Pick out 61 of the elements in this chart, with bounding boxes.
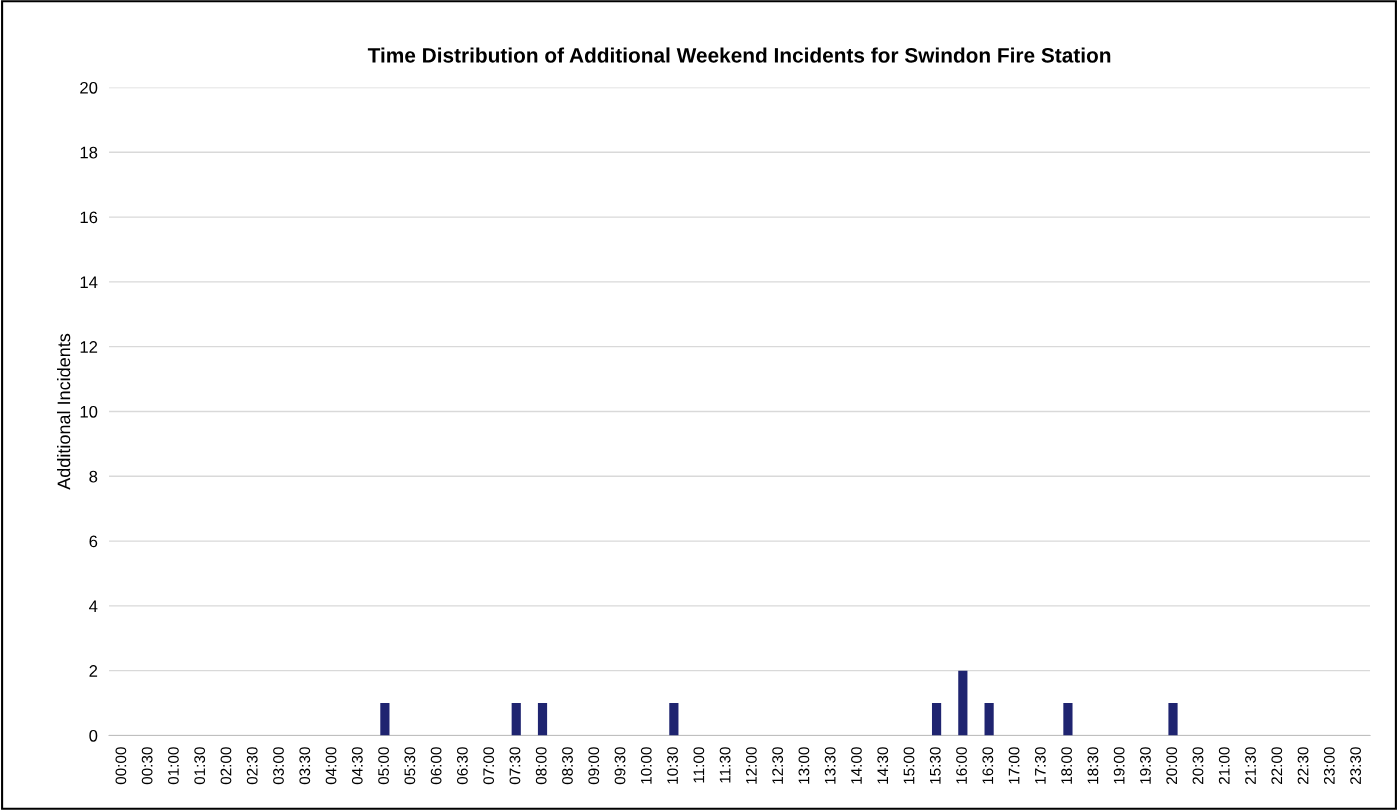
x-tick-label: 15:30 xyxy=(929,747,941,784)
x-tick-label: 09:00 xyxy=(588,747,600,785)
x-tick-label: 03:00 xyxy=(273,747,284,785)
x-tick-label: 14:00 xyxy=(851,747,862,784)
x-tick-label: 00:30 xyxy=(141,747,153,785)
y-axis-title: Additional Incidents xyxy=(57,333,71,490)
x-tick-label: 12:00 xyxy=(745,747,757,784)
y-tick-label: 6 xyxy=(89,535,98,548)
x-tick-label: 04:00 xyxy=(325,747,337,785)
chart-title: Time Distribution of Additional Weekend Incidents for Swindon Fire Station xyxy=(367,47,1111,63)
y-tick-label: 10 xyxy=(80,405,98,418)
x-tick-label: 23:30 xyxy=(1350,747,1362,785)
x-tick-label: 22:30 xyxy=(1297,747,1309,785)
x-tick-label: 09:30 xyxy=(614,747,626,785)
y-tick-label: 12 xyxy=(80,341,98,353)
y-tick-label: 4 xyxy=(89,600,98,612)
x-tick-label: 18:30 xyxy=(1087,747,1099,784)
x-tick-label: 02:30 xyxy=(246,747,258,785)
x-tick-label: 00:00 xyxy=(115,747,127,785)
y-tick-label: 14 xyxy=(80,276,98,288)
x-tick-label: 08:30 xyxy=(562,747,573,785)
x-tick-label: 01:00 xyxy=(168,747,179,785)
x-tick-label: 11:00 xyxy=(693,747,705,783)
x-tick-label: 06:30 xyxy=(456,747,468,785)
x-tick-label: 16:30 xyxy=(982,747,994,784)
x-tick-label: 21:30 xyxy=(1245,747,1256,785)
x-tick-label: 12:30 xyxy=(772,747,784,784)
x-tick-label: 22:00 xyxy=(1271,747,1283,785)
y-tick-label: 20 xyxy=(80,81,98,94)
x-tick-label: 05:30 xyxy=(404,747,416,785)
y-tick-label: 18 xyxy=(80,146,98,159)
y-tick-label: 2 xyxy=(89,665,98,677)
x-tick-label: 18:00 xyxy=(1061,747,1073,784)
x-tick-label: 17:00 xyxy=(1008,747,1020,784)
x-tick-label: 10:00 xyxy=(640,747,652,784)
x-tick-label: 06:00 xyxy=(430,747,442,785)
x-tick-label: 13:00 xyxy=(798,747,810,784)
y-tick-label: 16 xyxy=(80,211,98,224)
y-tick-label: 8 xyxy=(89,470,98,483)
x-tick-label: 21:00 xyxy=(1218,747,1230,785)
x-tick-label: 03:30 xyxy=(299,747,311,785)
y-tick-label: 0 xyxy=(89,729,98,742)
x-tick-label: 19:30 xyxy=(1140,747,1151,784)
x-tick-label: 04:30 xyxy=(351,747,363,785)
x-tick-label: 08:00 xyxy=(535,747,547,785)
x-tick-label: 10:30 xyxy=(667,747,678,784)
x-tick-label: 20:00 xyxy=(1166,747,1178,785)
x-tick-label: 07:30 xyxy=(509,747,521,785)
x-tick-label: 15:00 xyxy=(903,747,915,784)
x-tick-label: 20:30 xyxy=(1192,747,1204,785)
x-tick-label: 01:30 xyxy=(194,747,206,785)
x-tick-label: 11:30 xyxy=(719,747,731,783)
x-tick-label: 14:30 xyxy=(877,747,889,784)
x-tick-label: 05:00 xyxy=(378,747,389,785)
x-tick-label: 07:00 xyxy=(483,747,495,785)
x-tick-label: 23:00 xyxy=(1323,747,1335,785)
x-tick-label: 19:00 xyxy=(1113,747,1125,784)
x-tick-label: 16:00 xyxy=(956,747,967,784)
x-tick-label: 17:30 xyxy=(1034,747,1046,784)
x-tick-label: 13:30 xyxy=(824,747,836,784)
x-tick-label: 02:00 xyxy=(220,747,232,785)
